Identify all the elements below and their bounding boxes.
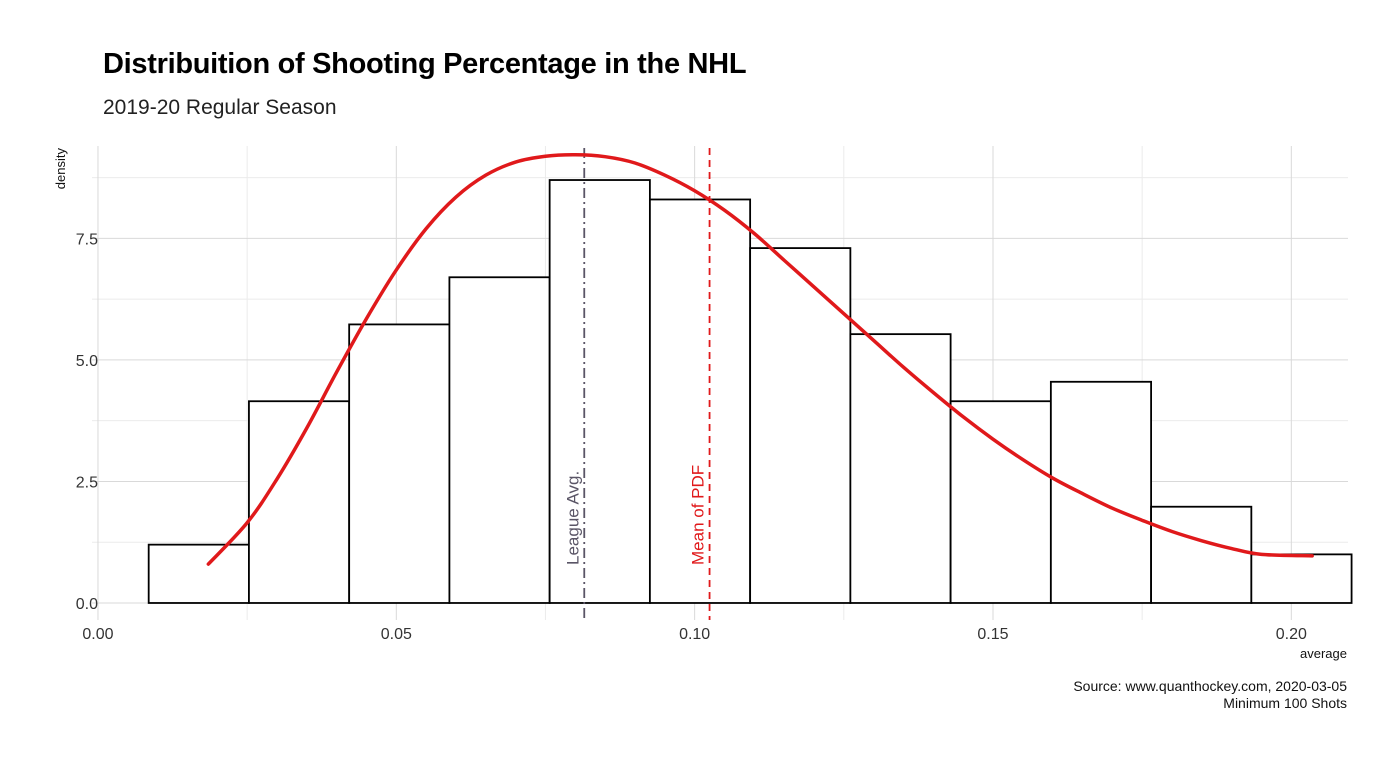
x-tick-label: 0.00 [82,626,113,643]
caption-source: Source: www.quanthockey.com, 2020-03-05 [1073,678,1347,694]
caption-note: Minimum 100 Shots [1223,695,1347,711]
mean-pdf-label: Mean of PDF [689,465,708,565]
histogram-bar [548,179,651,604]
histogram-bar [949,400,1052,604]
histogram-bar [1150,505,1253,604]
histogram-bar [849,333,952,604]
pdf-curve-group [206,152,1314,566]
histogram-bar [348,323,451,604]
y-tick-label: 0.0 [76,596,98,613]
chart-subtitle: 2019-20 Regular Season [103,96,337,119]
histogram-bar [648,198,752,604]
reference-lines: League Avg. Mean of PDF [563,148,711,620]
histogram-bar [1049,380,1152,604]
y-tick-label: 7.5 [76,231,98,248]
y-axis-title: density [53,148,68,190]
axis-labels: 0.00 0.05 0.10 0.15 0.20 0.0 2.5 5.0 7.5 average d… [53,148,1347,661]
x-axis-title: average [1300,646,1347,661]
pdf-curve [206,152,1314,566]
histogram-bar [1250,553,1353,604]
x-tick-label: 0.05 [381,626,412,643]
chart-caption: Source: www.quanthockey.com, 2020-03-05 … [1073,678,1347,712]
x-tick-label: 0.10 [679,626,710,643]
y-tick-label: 5.0 [76,353,98,370]
y-tick-label: 2.5 [76,474,98,491]
x-tick-label: 0.20 [1276,626,1307,643]
histogram-bar [248,400,351,604]
histogram-bar [147,543,250,604]
chart-title: Distribuition of Shooting Percentage in … [103,48,747,80]
histogram-bar [749,247,852,604]
histogram-bar [448,276,551,604]
x-tick-label: 0.15 [977,626,1008,643]
league-avg-label: League Avg. [563,471,582,565]
histogram-bars [147,179,1353,604]
